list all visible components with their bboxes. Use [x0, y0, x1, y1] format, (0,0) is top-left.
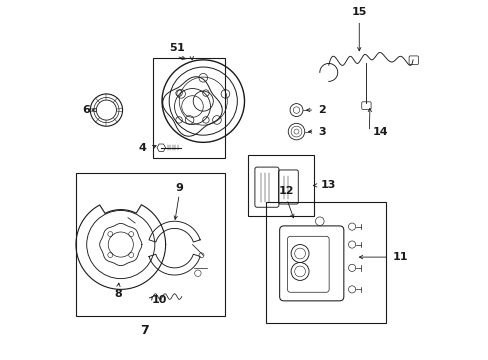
Text: 3: 3 [317, 127, 325, 136]
Text: 9: 9 [175, 183, 183, 193]
Text: 13: 13 [320, 180, 335, 190]
Bar [153, 58, 224, 158]
Text: 8: 8 [114, 289, 122, 300]
Bar [76, 173, 224, 316]
Text: 4: 4 [138, 143, 145, 153]
Text: 2: 2 [317, 105, 325, 115]
Text: 11: 11 [391, 252, 407, 262]
Text: 14: 14 [372, 127, 387, 136]
Text: 12: 12 [279, 186, 294, 196]
Text: 15: 15 [351, 7, 366, 17]
Text: 6: 6 [82, 105, 90, 115]
Text: 1: 1 [177, 43, 184, 53]
Bar [265, 202, 386, 323]
Bar [247, 155, 314, 216]
Text: 5: 5 [169, 43, 176, 53]
Text: 10: 10 [151, 295, 166, 305]
Text: 7: 7 [140, 324, 148, 337]
